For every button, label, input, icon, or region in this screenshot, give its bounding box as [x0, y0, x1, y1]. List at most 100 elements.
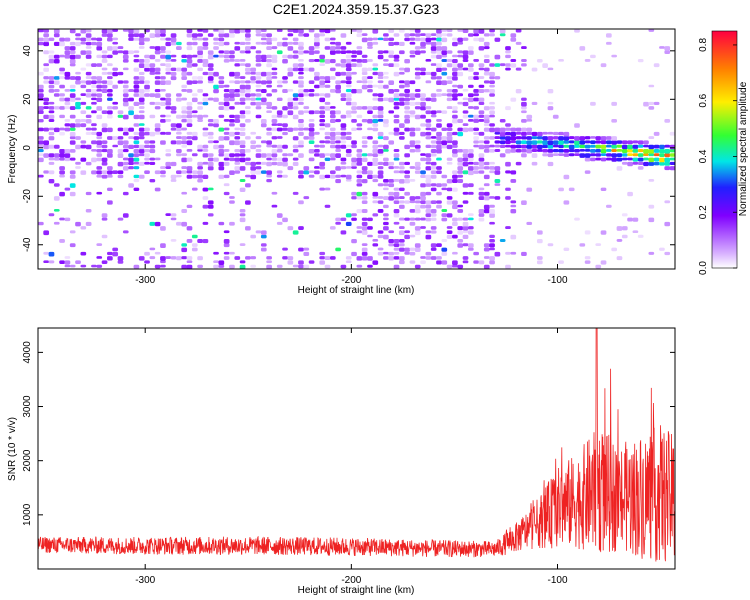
heat-cell	[452, 67, 458, 72]
heat-cell	[112, 84, 119, 89]
heat-cell	[611, 119, 618, 123]
heat-cell	[43, 76, 50, 80]
heat-cell	[53, 33, 60, 38]
heat-cell	[234, 76, 241, 79]
heat-cell	[483, 243, 490, 248]
heat-cell	[85, 76, 92, 79]
heat-cell	[298, 110, 304, 115]
heat-cell	[452, 119, 458, 124]
heat-cell	[59, 191, 65, 197]
snr-x-ticks: -300 -200 -100	[135, 328, 568, 586]
heat-cell	[149, 67, 156, 73]
heat-cell	[75, 123, 81, 128]
heat-cell	[186, 59, 193, 64]
heat-cell	[462, 230, 469, 234]
heat-cell	[319, 59, 326, 63]
heat-cell	[367, 76, 373, 80]
heat-cell	[446, 33, 453, 37]
heat-cell	[282, 247, 288, 251]
heat-cell	[271, 89, 278, 93]
heat-cell	[467, 127, 474, 132]
heat-cell	[377, 247, 384, 251]
heat-cell	[117, 110, 124, 115]
heat-cell	[218, 84, 225, 88]
heat-cell	[452, 97, 458, 101]
heat-cell	[53, 153, 60, 158]
heat-cell	[436, 110, 442, 114]
heat-cell	[218, 264, 225, 268]
heat-cell	[96, 191, 103, 195]
heat-cell	[197, 29, 203, 32]
heat-cell	[170, 54, 177, 58]
heat-cell	[494, 127, 501, 133]
heat-cell	[372, 97, 379, 101]
heat-cell	[96, 144, 103, 148]
heat-cell	[356, 80, 363, 84]
heat-cell	[314, 37, 320, 43]
heat-cell	[351, 191, 357, 196]
heat-cell	[467, 183, 474, 188]
heat-cell	[489, 260, 495, 265]
heat-cell	[133, 187, 140, 192]
heat-cell	[234, 71, 241, 77]
heat-cell	[170, 67, 177, 72]
heat-cell	[563, 144, 570, 148]
heat-cell	[494, 140, 501, 144]
heat-cell	[85, 54, 92, 59]
heat-cell	[345, 41, 352, 45]
heat-cell	[213, 84, 219, 90]
heat-cell	[404, 127, 410, 132]
heat-cell	[430, 213, 437, 217]
heat-cell	[186, 114, 193, 119]
heat-cell	[48, 170, 55, 175]
heat-cell	[505, 140, 511, 144]
heat-cell	[425, 59, 432, 62]
heat-cell	[430, 97, 437, 102]
heat-cell	[96, 136, 103, 140]
heat-cell	[202, 174, 209, 180]
heat-cell	[345, 89, 352, 93]
heat-cell	[430, 37, 437, 41]
heat-cell	[75, 80, 81, 85]
heat-cell	[218, 161, 225, 167]
heat-cell	[223, 183, 230, 187]
heat-cell	[229, 93, 235, 98]
heat-cell	[276, 84, 283, 88]
heat-cell	[420, 101, 426, 107]
heat-cell	[298, 84, 304, 88]
heat-cell	[393, 149, 400, 153]
heat-cell	[186, 80, 193, 85]
heat-cell	[38, 174, 44, 178]
heat-cell	[287, 153, 294, 157]
heat-cell	[669, 131, 675, 136]
heat-cell	[165, 37, 172, 41]
heat-cell	[356, 179, 363, 183]
heat-cell	[112, 144, 119, 148]
heat-cell	[85, 119, 92, 124]
heat-cell	[648, 161, 655, 166]
heat-cell	[611, 144, 618, 149]
heat-cell	[53, 106, 60, 110]
heat-cell	[446, 63, 453, 68]
heat-cell	[186, 54, 193, 59]
heat-cell	[266, 127, 272, 131]
heat-cell	[133, 67, 140, 72]
heat-cell	[138, 174, 145, 179]
heat-cell	[436, 136, 442, 141]
heat-cell	[239, 213, 246, 217]
heat-cell	[664, 200, 671, 204]
heat-cell	[319, 144, 326, 148]
heat-cell	[457, 119, 464, 124]
heat-cell	[64, 106, 71, 110]
heat-cell	[414, 247, 421, 253]
heat-cell	[69, 106, 76, 111]
heat-cell	[191, 136, 198, 141]
heat-cell	[69, 59, 76, 64]
heat-cell	[133, 144, 140, 149]
heat-cell	[653, 131, 660, 136]
heat-cell	[59, 217, 65, 221]
heat-cell	[361, 179, 368, 184]
heat-cell	[436, 204, 442, 209]
heat-cell	[409, 29, 416, 32]
heat-cell	[298, 76, 304, 80]
